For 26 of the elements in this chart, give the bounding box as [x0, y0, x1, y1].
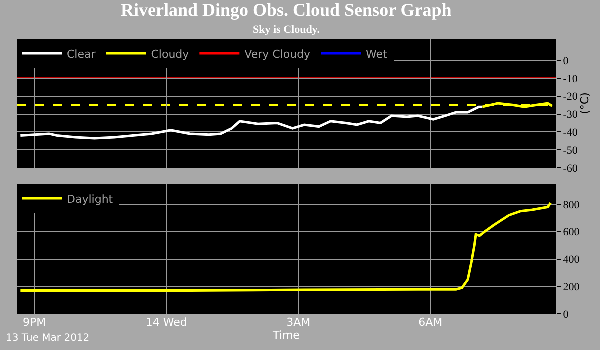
- text: 13 Tue Mar 2012: [6, 333, 90, 344]
- legend-label: Very Cloudy: [244, 48, 312, 61]
- x-tick-label: 14 Wed: [146, 316, 188, 329]
- x-axis-title: Time: [272, 329, 300, 342]
- y-tick-label: 0: [563, 308, 570, 321]
- y-tick-label: 400: [563, 254, 580, 266]
- y-tick-label: -20: [563, 91, 578, 104]
- y-tick-label: -50: [563, 144, 578, 157]
- y-tick-label: 200: [563, 281, 580, 294]
- y-tick-label: 800: [563, 199, 580, 212]
- y-tick-label: -60: [563, 162, 578, 175]
- y-tick-label: -10: [563, 73, 578, 86]
- y-tick-label: 600: [563, 226, 580, 239]
- x-tick-label: 3AM: [286, 316, 311, 329]
- chart-title: Riverland Dingo Obs. Cloud Sensor Graph: [121, 0, 452, 20]
- legend-label: Daylight: [67, 192, 114, 206]
- legend-label: Clear: [67, 48, 96, 61]
- y-tick-label: 0: [563, 55, 570, 68]
- x-tick-label: 6AM: [418, 316, 443, 329]
- y-axis-title: (°C): [578, 92, 592, 114]
- y-tick-label: -30: [563, 109, 578, 122]
- chart-subtitle: Sky is Cloudy.: [253, 24, 320, 36]
- legend-label: Cloudy: [151, 48, 190, 61]
- y-tick-label: -40: [563, 127, 578, 140]
- x-tick-label: 9PM: [23, 316, 46, 329]
- legend-label: Wet: [366, 48, 388, 61]
